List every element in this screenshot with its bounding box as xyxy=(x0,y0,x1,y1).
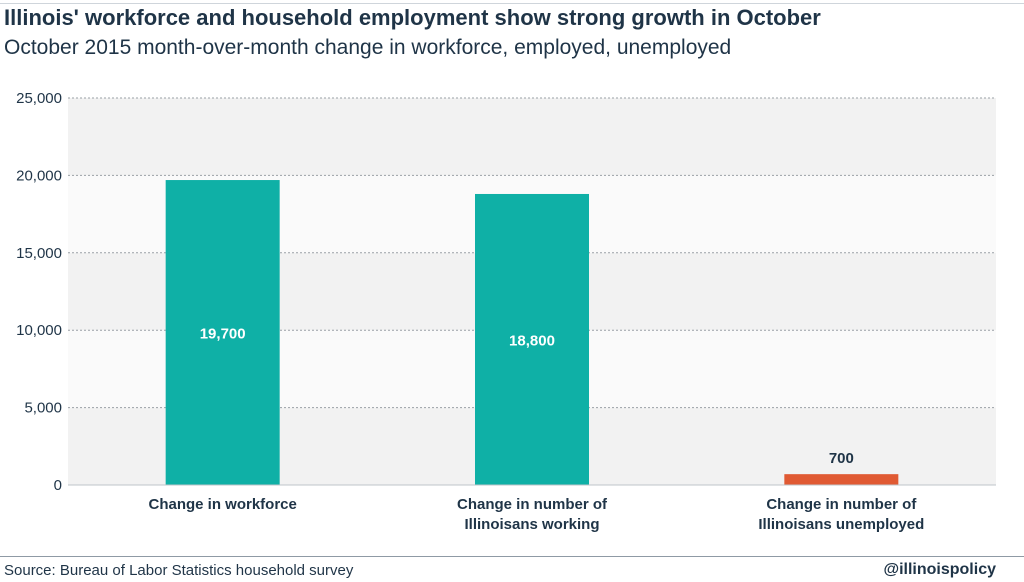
y-tick-label: 15,000 xyxy=(16,245,62,262)
top-rule xyxy=(0,3,1024,4)
chart-subtitle: October 2015 month-over-month change in … xyxy=(4,36,732,59)
x-tick-label: Illinoisans working xyxy=(464,516,599,533)
data-label: 18,800 xyxy=(509,332,555,349)
footer: Source: Bureau of Labor Statistics house… xyxy=(0,556,1024,582)
x-tick-label: Illinoisans unemployed xyxy=(758,516,924,533)
source-note: Source: Bureau of Labor Statistics house… xyxy=(4,562,354,579)
y-tick-label: 5,000 xyxy=(24,400,62,417)
y-tick-label: 0 xyxy=(54,477,62,494)
chart-title: Illinois' workforce and household employ… xyxy=(4,5,821,30)
y-tick-label: 10,000 xyxy=(16,322,62,339)
y-tick-label: 25,000 xyxy=(16,90,62,107)
twitter-handle: @illinoispolicy xyxy=(883,561,996,578)
bar-chart: 0 5,000 10,000 15,000 20,000 25,000 19,700 Chan… xyxy=(16,90,996,533)
data-label: 19,700 xyxy=(200,326,246,343)
x-tick-label: Change in number of xyxy=(457,496,608,513)
x-tick-label: Change in number of xyxy=(766,496,917,513)
bar xyxy=(165,180,280,485)
bar xyxy=(475,193,589,485)
plot-band xyxy=(68,98,996,176)
x-tick-label: Change in workforce xyxy=(148,496,296,513)
y-tick-label: 20,000 xyxy=(16,167,62,184)
bar xyxy=(784,474,899,485)
data-label: 700 xyxy=(829,450,854,467)
footer-rule xyxy=(0,556,1024,557)
